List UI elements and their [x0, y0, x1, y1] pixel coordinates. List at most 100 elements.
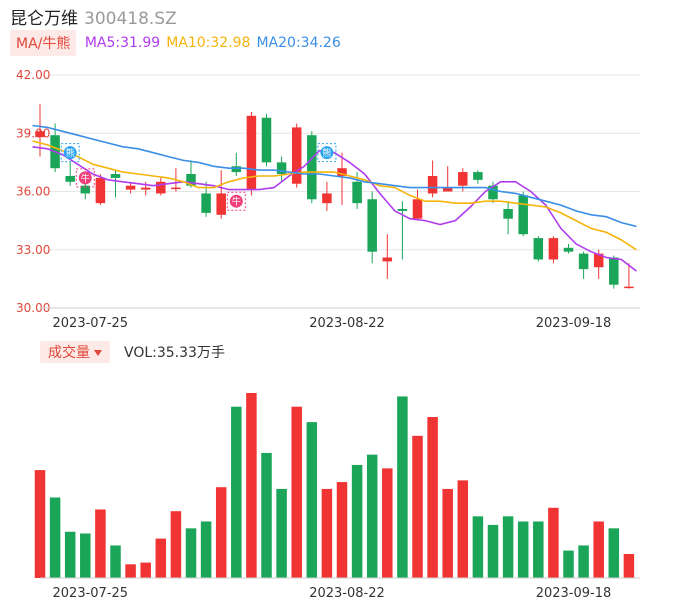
volume-bar — [472, 516, 484, 578]
x-tick-label: 2023-09-18 — [536, 316, 612, 331]
candle-body — [382, 257, 393, 262]
signal-marker-label: 熊 — [322, 147, 331, 159]
x-tick-label: 2023-09-18 — [536, 586, 612, 601]
volume-bar — [487, 524, 499, 578]
volume-bar — [200, 521, 212, 578]
stock-name: 昆仑万维 — [10, 9, 78, 29]
volume-bar — [623, 554, 635, 578]
signal-marker-frame — [60, 143, 80, 163]
stock-code: 300418.SZ — [84, 9, 177, 29]
volume-bar — [427, 416, 438, 578]
ma-line-ma10 — [32, 140, 637, 251]
candle-body — [276, 162, 287, 175]
volume-bar — [261, 452, 272, 578]
y-tick-label: 39.00 — [16, 126, 50, 140]
ma-legend-item: MA20:34.26 — [256, 35, 341, 51]
y-tick-label: 33.00 — [16, 243, 50, 257]
signal-marker-dot — [78, 171, 92, 185]
volume-bar — [412, 435, 423, 578]
volume-bar — [366, 454, 378, 578]
candle-body — [186, 174, 196, 186]
volume-selector-label: 成交量 — [48, 345, 90, 361]
volume-bar — [170, 511, 182, 578]
x-tick-label: 2023-08-22 — [309, 586, 385, 601]
y-tick-label: 42.00 — [16, 68, 50, 82]
signal-marker-frame — [226, 191, 246, 211]
candle-body — [442, 187, 453, 192]
candle-body — [593, 253, 604, 268]
volume-bar — [442, 488, 453, 578]
candle-body — [171, 187, 181, 190]
volume-bar — [95, 509, 106, 578]
volume-bar — [185, 528, 197, 578]
candle-body — [216, 193, 226, 215]
volume-bar — [517, 521, 529, 578]
volume-bar — [593, 521, 604, 578]
volume-bar — [140, 562, 151, 578]
y-tick-label: 36.00 — [16, 185, 50, 199]
candle-body — [624, 286, 634, 289]
candle-body — [458, 172, 468, 186]
volume-bar — [457, 480, 469, 578]
signal-marker-label: 熊 — [66, 147, 75, 159]
ma-legend-items: MA5:31.99 MA10:32.98 MA20:34.26 — [85, 35, 347, 51]
volume-bar — [34, 470, 46, 578]
x-tick-label: 2023-07-25 — [53, 586, 129, 601]
candle-body — [201, 193, 211, 213]
volume-bar — [155, 538, 167, 578]
signal-marker-label: 牛 — [81, 172, 90, 184]
candle-body — [231, 166, 242, 173]
volume-bar — [563, 550, 574, 578]
signal-marker-label: 牛 — [232, 196, 241, 208]
volume-bar — [125, 564, 136, 578]
caret-down-icon — [94, 350, 102, 356]
ma-legend-item: MA10:32.98 — [166, 35, 251, 51]
volume-bar — [336, 482, 348, 578]
candle-body — [246, 115, 257, 190]
candle-body — [548, 238, 559, 260]
stock-header: 昆仑万维 300418.SZ — [10, 4, 177, 29]
candle-body — [140, 187, 151, 190]
volume-indicator-selector[interactable]: 成交量 — [40, 341, 110, 363]
x-tick-label: 2023-07-25 — [53, 316, 129, 331]
signal-marker-dot — [63, 146, 77, 160]
volume-bar — [291, 406, 302, 578]
candle-body — [352, 181, 362, 204]
volume-bar — [548, 507, 559, 578]
candle-body — [110, 174, 121, 178]
ma-line-ma5 — [32, 146, 637, 272]
candle-body — [322, 193, 332, 204]
volume-bar — [64, 531, 76, 578]
candle-body — [35, 131, 45, 138]
candle-body — [156, 181, 166, 194]
volume-bar — [608, 528, 620, 578]
volume-value: VOL:35.33万手 — [124, 345, 225, 361]
candle-body — [261, 117, 272, 163]
candle-body — [578, 253, 589, 270]
ma-line-ma20 — [32, 124, 637, 228]
candle-body — [397, 208, 408, 211]
volume-bar — [578, 545, 589, 578]
ma-legend-item: MA5:31.99 — [84, 35, 161, 51]
volume-bar — [49, 497, 61, 578]
signal-marker-dot — [320, 146, 334, 160]
candle-body — [65, 175, 75, 182]
candle-body — [473, 172, 483, 180]
signal-marker-dot — [229, 194, 243, 208]
volume-bar — [306, 422, 318, 578]
volume-bar — [231, 406, 242, 578]
volume-bar — [276, 488, 287, 578]
volume-bar — [397, 396, 408, 578]
volume-bar — [215, 487, 227, 578]
volume-bar — [110, 545, 121, 578]
candle-body — [518, 195, 528, 235]
ma-indicator-selector[interactable]: MA/牛熊 — [10, 30, 77, 56]
candle-body — [367, 199, 377, 252]
candle-body — [337, 168, 347, 176]
signal-marker-frame — [75, 168, 95, 188]
volume-bar — [382, 468, 393, 578]
candle-body — [125, 185, 136, 190]
candle-body — [95, 177, 106, 204]
volume-bar — [321, 488, 333, 578]
